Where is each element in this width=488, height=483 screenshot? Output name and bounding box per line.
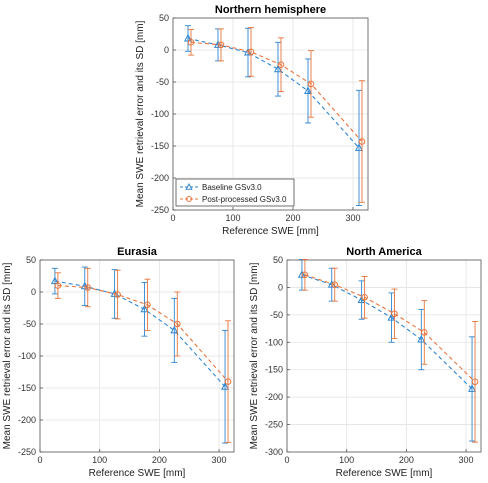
data-point-circle xyxy=(217,41,225,49)
y-tick-label: 0 xyxy=(164,45,169,55)
x-tick-label: 0 xyxy=(37,455,42,465)
series-line xyxy=(187,37,360,149)
data-point-circle xyxy=(358,138,366,145)
data-point-circle xyxy=(84,284,92,291)
legend-label: Baseline GSv3.0 xyxy=(202,183,262,192)
y-axis-label: Mean SWE retrieval error and its SD [mm] xyxy=(135,20,146,207)
x-axis-label: Reference SWE [mm] xyxy=(222,226,319,237)
y-tick-label: -50 xyxy=(23,319,36,329)
y-tick-label: -150 xyxy=(18,383,36,393)
y-tick-label: 50 xyxy=(159,13,169,23)
data-point-circle xyxy=(361,294,368,301)
data-point-triangle xyxy=(297,270,306,278)
legend-marker-triangle xyxy=(185,182,193,190)
y-tick-label: -100 xyxy=(265,337,283,347)
data-point-circle xyxy=(391,310,398,318)
y-tick-label: 50 xyxy=(26,255,36,265)
data-point-circle xyxy=(247,48,255,56)
series-baseline xyxy=(183,25,364,206)
x-tick-label: 0 xyxy=(284,455,289,465)
y-tick-label: -50 xyxy=(270,310,283,320)
series-line xyxy=(54,280,226,388)
series-line xyxy=(57,285,229,382)
data-point-triangle xyxy=(170,325,179,334)
data-point-triangle xyxy=(273,64,283,73)
data-point-circle xyxy=(331,281,339,288)
data-point-triangle xyxy=(221,382,230,390)
series-line xyxy=(304,274,476,383)
y-tick-label: 0 xyxy=(31,287,36,297)
legend-marker-circle xyxy=(186,196,192,202)
x-tick-label: 300 xyxy=(212,455,227,465)
data-point-circle xyxy=(277,61,285,69)
data-point-circle xyxy=(301,271,309,279)
y-tick-label: -250 xyxy=(18,447,36,457)
x-tick-label: 300 xyxy=(459,455,474,465)
data-point-triangle xyxy=(140,304,149,313)
x-axis-label: Reference SWE [mm] xyxy=(336,468,433,479)
chart-title: Eurasia xyxy=(117,246,158,258)
y-tick-label: -150 xyxy=(265,365,283,375)
data-point-triangle xyxy=(303,86,313,94)
series-post-processed xyxy=(54,267,232,443)
data-point-circle xyxy=(54,282,62,289)
data-point-circle xyxy=(307,80,315,88)
data-point-triangle xyxy=(354,143,364,151)
x-tick-label: 100 xyxy=(225,213,240,223)
y-tick-label: -250 xyxy=(151,205,169,215)
series-line xyxy=(301,274,473,390)
y-tick-label: -250 xyxy=(265,420,283,430)
data-point-triangle xyxy=(417,334,426,343)
chart-title: North America xyxy=(346,246,422,258)
y-axis-label: Mean SWE retrieval error and its SD [mm] xyxy=(249,262,260,449)
series-line xyxy=(190,41,363,142)
data-point-circle xyxy=(144,301,151,309)
plot-area xyxy=(287,260,481,452)
data-point-circle xyxy=(114,291,121,298)
x-tick-label: 200 xyxy=(152,455,167,465)
chart-panel-1: 0 100 200 300 -250 -200 -150 -100 -50 0 50 Eurasia R… xyxy=(2,246,235,479)
chart-panel-2: 0 100 200 300 -300 -250 -200 -150 -100 -50 0 50 Nort… xyxy=(249,246,482,479)
data-point-circle xyxy=(173,320,181,328)
x-axis-label: Reference SWE [mm] xyxy=(89,468,186,479)
data-point-triangle xyxy=(387,313,396,321)
x-tick-label: 200 xyxy=(285,213,300,223)
data-point-circle xyxy=(420,329,428,336)
x-tick-label: 100 xyxy=(339,455,354,465)
x-tick-label: 200 xyxy=(399,455,414,465)
y-tick-label: -150 xyxy=(151,141,169,151)
legend-box xyxy=(175,178,295,207)
legend-label: Post-processed GSv3.0 xyxy=(202,195,287,204)
axes-frame xyxy=(286,259,482,453)
y-tick-label: -200 xyxy=(151,173,169,183)
data-point-circle xyxy=(224,378,232,385)
x-tick-label: 300 xyxy=(345,213,360,223)
y-tick-label: -100 xyxy=(151,109,169,119)
y-tick-label: -200 xyxy=(18,415,36,425)
series-post-processed xyxy=(187,27,366,203)
y-tick-label: 50 xyxy=(273,255,283,265)
chart-title: Northern hemisphere xyxy=(215,4,326,16)
data-point-circle xyxy=(187,39,195,46)
data-point-triangle xyxy=(468,384,477,392)
data-point-triangle xyxy=(110,289,119,297)
legend: Baseline GSv3.0 Post-processed GSv3.0 xyxy=(175,178,295,207)
y-tick-label: -200 xyxy=(265,392,283,402)
y-tick-label: 0 xyxy=(278,282,283,292)
y-tick-label: -300 xyxy=(265,447,283,457)
series-baseline xyxy=(297,259,477,442)
y-tick-label: -100 xyxy=(18,351,36,361)
data-point-triangle xyxy=(50,276,59,285)
chart-panel-0: 0 100 200 300 -250 -200 -150 -100 -50 0 50 Northern… xyxy=(135,4,369,237)
y-tick-label: -50 xyxy=(156,77,169,87)
x-tick-label: 0 xyxy=(170,213,175,223)
series-post-processed xyxy=(301,259,479,443)
x-tick-label: 100 xyxy=(92,455,107,465)
data-point-circle xyxy=(471,378,479,386)
series-baseline xyxy=(50,266,230,444)
y-axis-label: Mean SWE retrieval error and its SD [mm] xyxy=(2,262,13,449)
